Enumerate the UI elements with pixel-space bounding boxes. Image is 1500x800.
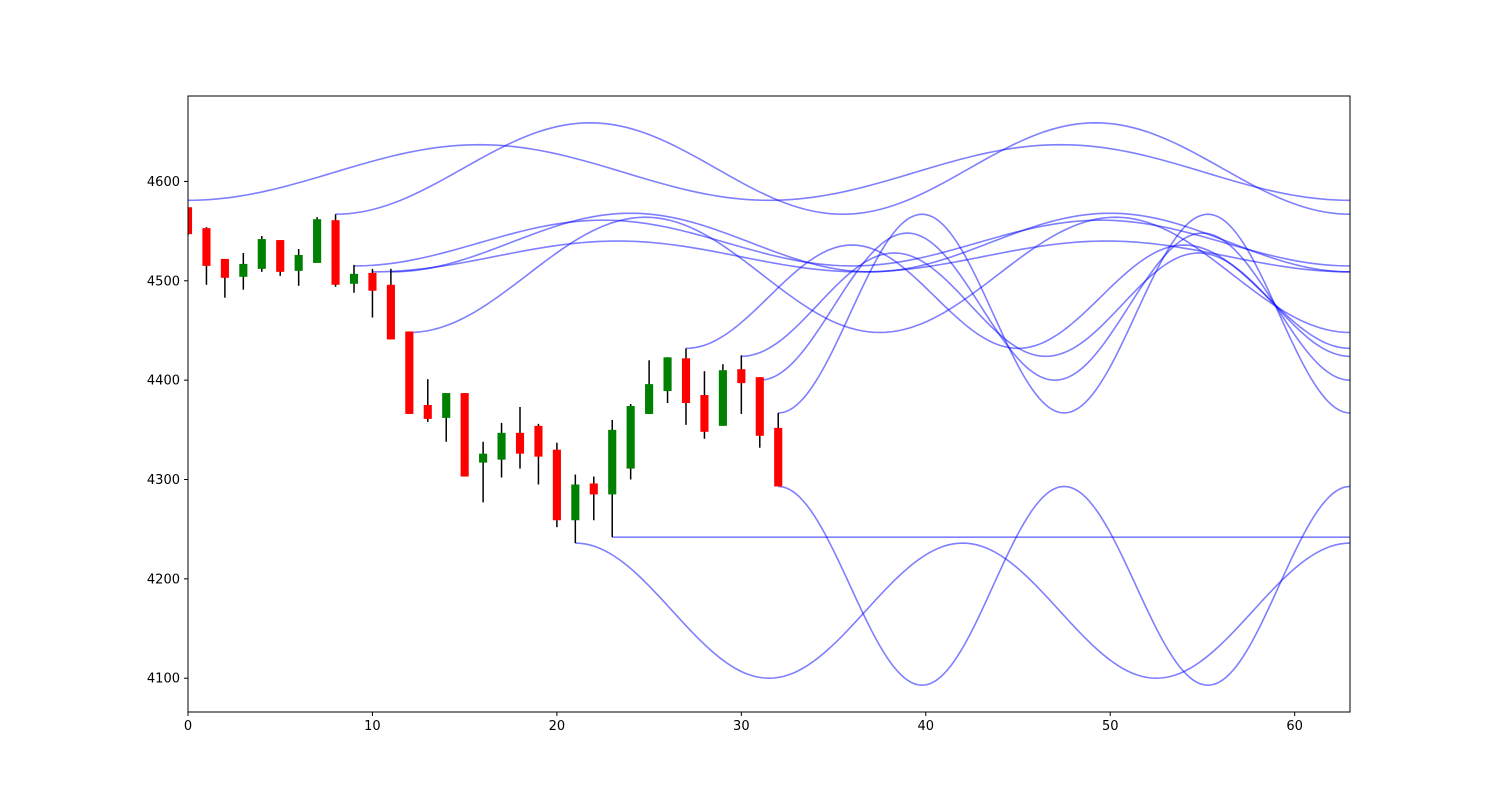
candle [239, 252, 248, 290]
candle-body [645, 384, 654, 414]
candle-body [442, 393, 451, 418]
candle [349, 264, 359, 293]
candle-body [423, 404, 432, 419]
y-tick-label: 4400 [147, 374, 180, 389]
y-tick-label: 4200 [147, 572, 180, 587]
x-tick-label: 60 [1286, 719, 1303, 734]
candle [700, 371, 709, 439]
plot-frame [187, 95, 1351, 713]
candle [368, 268, 377, 318]
candle [423, 379, 432, 422]
candle [442, 393, 451, 442]
candle-body [626, 405, 635, 469]
candle-body [497, 432, 506, 460]
candle-body [220, 258, 229, 278]
candle-body [552, 449, 561, 521]
candle-body [294, 254, 303, 271]
candle-body [737, 369, 746, 384]
candle-body [460, 393, 469, 477]
candle [220, 258, 229, 298]
candle-body [276, 240, 285, 272]
candle [663, 357, 672, 404]
candle-body [700, 395, 709, 432]
candle [552, 442, 561, 528]
y-axis: 4100 4200 4300 4400 4500 4600 [147, 175, 188, 687]
candle [497, 422, 506, 478]
x-tick-label: 40 [918, 719, 935, 734]
x-tick-label: 20 [549, 719, 566, 734]
candle [331, 214, 340, 287]
projection-curve-0 [188, 143, 1350, 202]
candle-body [313, 219, 322, 263]
candle-body [774, 427, 783, 487]
candle [460, 393, 469, 477]
candle [645, 360, 654, 414]
candle-body [589, 483, 598, 495]
projection-curve-11 [778, 213, 1350, 414]
candle-body [386, 284, 395, 340]
candle [188, 207, 193, 236]
candle [626, 404, 635, 480]
candle-body [479, 453, 488, 463]
candle-body [257, 239, 266, 269]
y-tick-label: 4100 [147, 672, 180, 687]
projection-curve-9 [741, 252, 1350, 358]
candle [608, 419, 617, 538]
y-tick-label: 4500 [147, 274, 180, 289]
candle [386, 268, 395, 340]
projection-curve-10 [759, 232, 1350, 381]
candle [515, 406, 525, 469]
candle-body [534, 425, 543, 457]
candle [479, 441, 488, 503]
y-tick-label: 4600 [147, 175, 180, 190]
candle-body [202, 228, 211, 266]
projection-curve-12 [778, 485, 1350, 686]
candles [188, 207, 783, 544]
candle [202, 227, 211, 285]
candle-body [718, 370, 727, 426]
candle-body [239, 263, 248, 277]
candle [737, 355, 746, 414]
candle-body [331, 220, 340, 285]
candle-body [755, 377, 764, 436]
candle-body [571, 484, 580, 521]
x-tick-label: 0 [184, 719, 192, 734]
candle [571, 474, 580, 544]
candle [774, 412, 783, 487]
candle [681, 348, 691, 425]
projection-curve-1 [335, 122, 1350, 216]
candle-body [188, 207, 193, 235]
candle [755, 377, 764, 448]
candle [294, 249, 303, 286]
candle [534, 423, 543, 485]
candle-body [681, 358, 691, 404]
y-tick-label: 4300 [147, 473, 180, 488]
x-tick-label: 50 [1102, 719, 1119, 734]
projection-curve-2 [353, 219, 1350, 267]
candle-body [405, 331, 414, 414]
candle-body [368, 272, 377, 291]
candle [276, 240, 285, 276]
candle-body [663, 357, 672, 392]
candle-body [515, 432, 525, 454]
candle-body [608, 429, 617, 495]
x-axis: 0 10 20 30 40 50 60 [184, 712, 1303, 734]
projection-curve-6 [575, 542, 1350, 680]
x-tick-label: 30 [733, 719, 750, 734]
candle [589, 476, 598, 521]
candle [718, 364, 727, 426]
candle-body [349, 273, 359, 284]
x-tick-label: 10 [364, 719, 381, 734]
candle [405, 331, 414, 414]
projection-curves [188, 122, 1350, 686]
candle [257, 236, 266, 272]
candle [313, 217, 322, 263]
